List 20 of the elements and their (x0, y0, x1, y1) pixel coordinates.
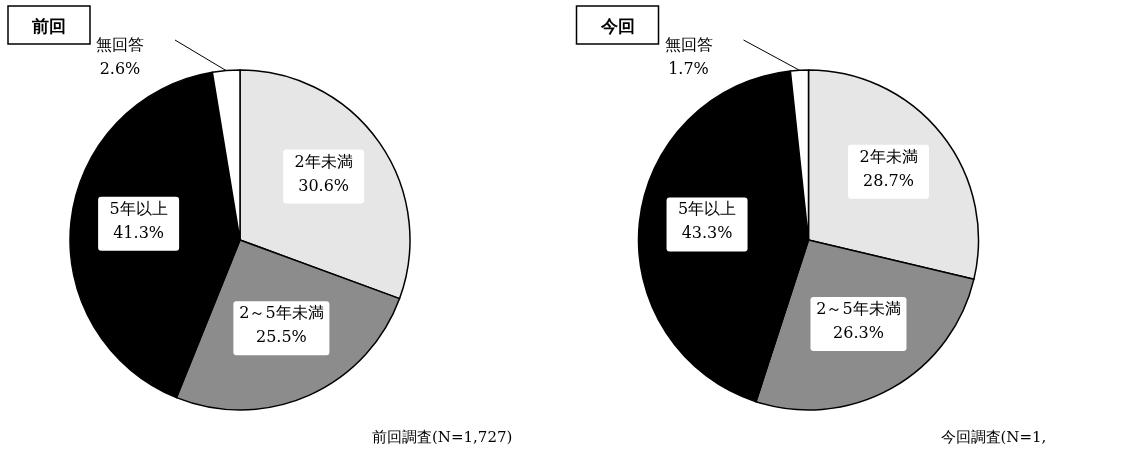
category-label: 2～5年未満 (239, 303, 324, 323)
category-label: 2年未満 (294, 151, 353, 171)
data-label: 25.5% (256, 327, 307, 347)
data-label: 30.6% (298, 175, 350, 195)
category-label: 2～5年未満 (816, 298, 901, 318)
data-label: 26.3% (833, 322, 884, 342)
category-label: 2年未満 (859, 146, 918, 166)
data-label: 2.6% (99, 59, 141, 78)
chart-title: 前回 (31, 16, 66, 36)
annotation: 今回調査(N=1, (940, 428, 1047, 446)
category-label: 無回答 (96, 35, 144, 54)
data-label: 28.7% (863, 170, 914, 190)
data-label: 41.3% (113, 222, 165, 242)
data-label: 1.7% (668, 59, 709, 78)
category-label: 5年以上 (109, 198, 168, 218)
category-label: 5年以上 (677, 199, 737, 219)
chart-title: 今回 (599, 16, 635, 36)
annotation: 前回調査(N=1,727) (372, 428, 513, 446)
category-label: 無回答 (664, 35, 713, 54)
data-label: 43.3% (681, 223, 733, 243)
